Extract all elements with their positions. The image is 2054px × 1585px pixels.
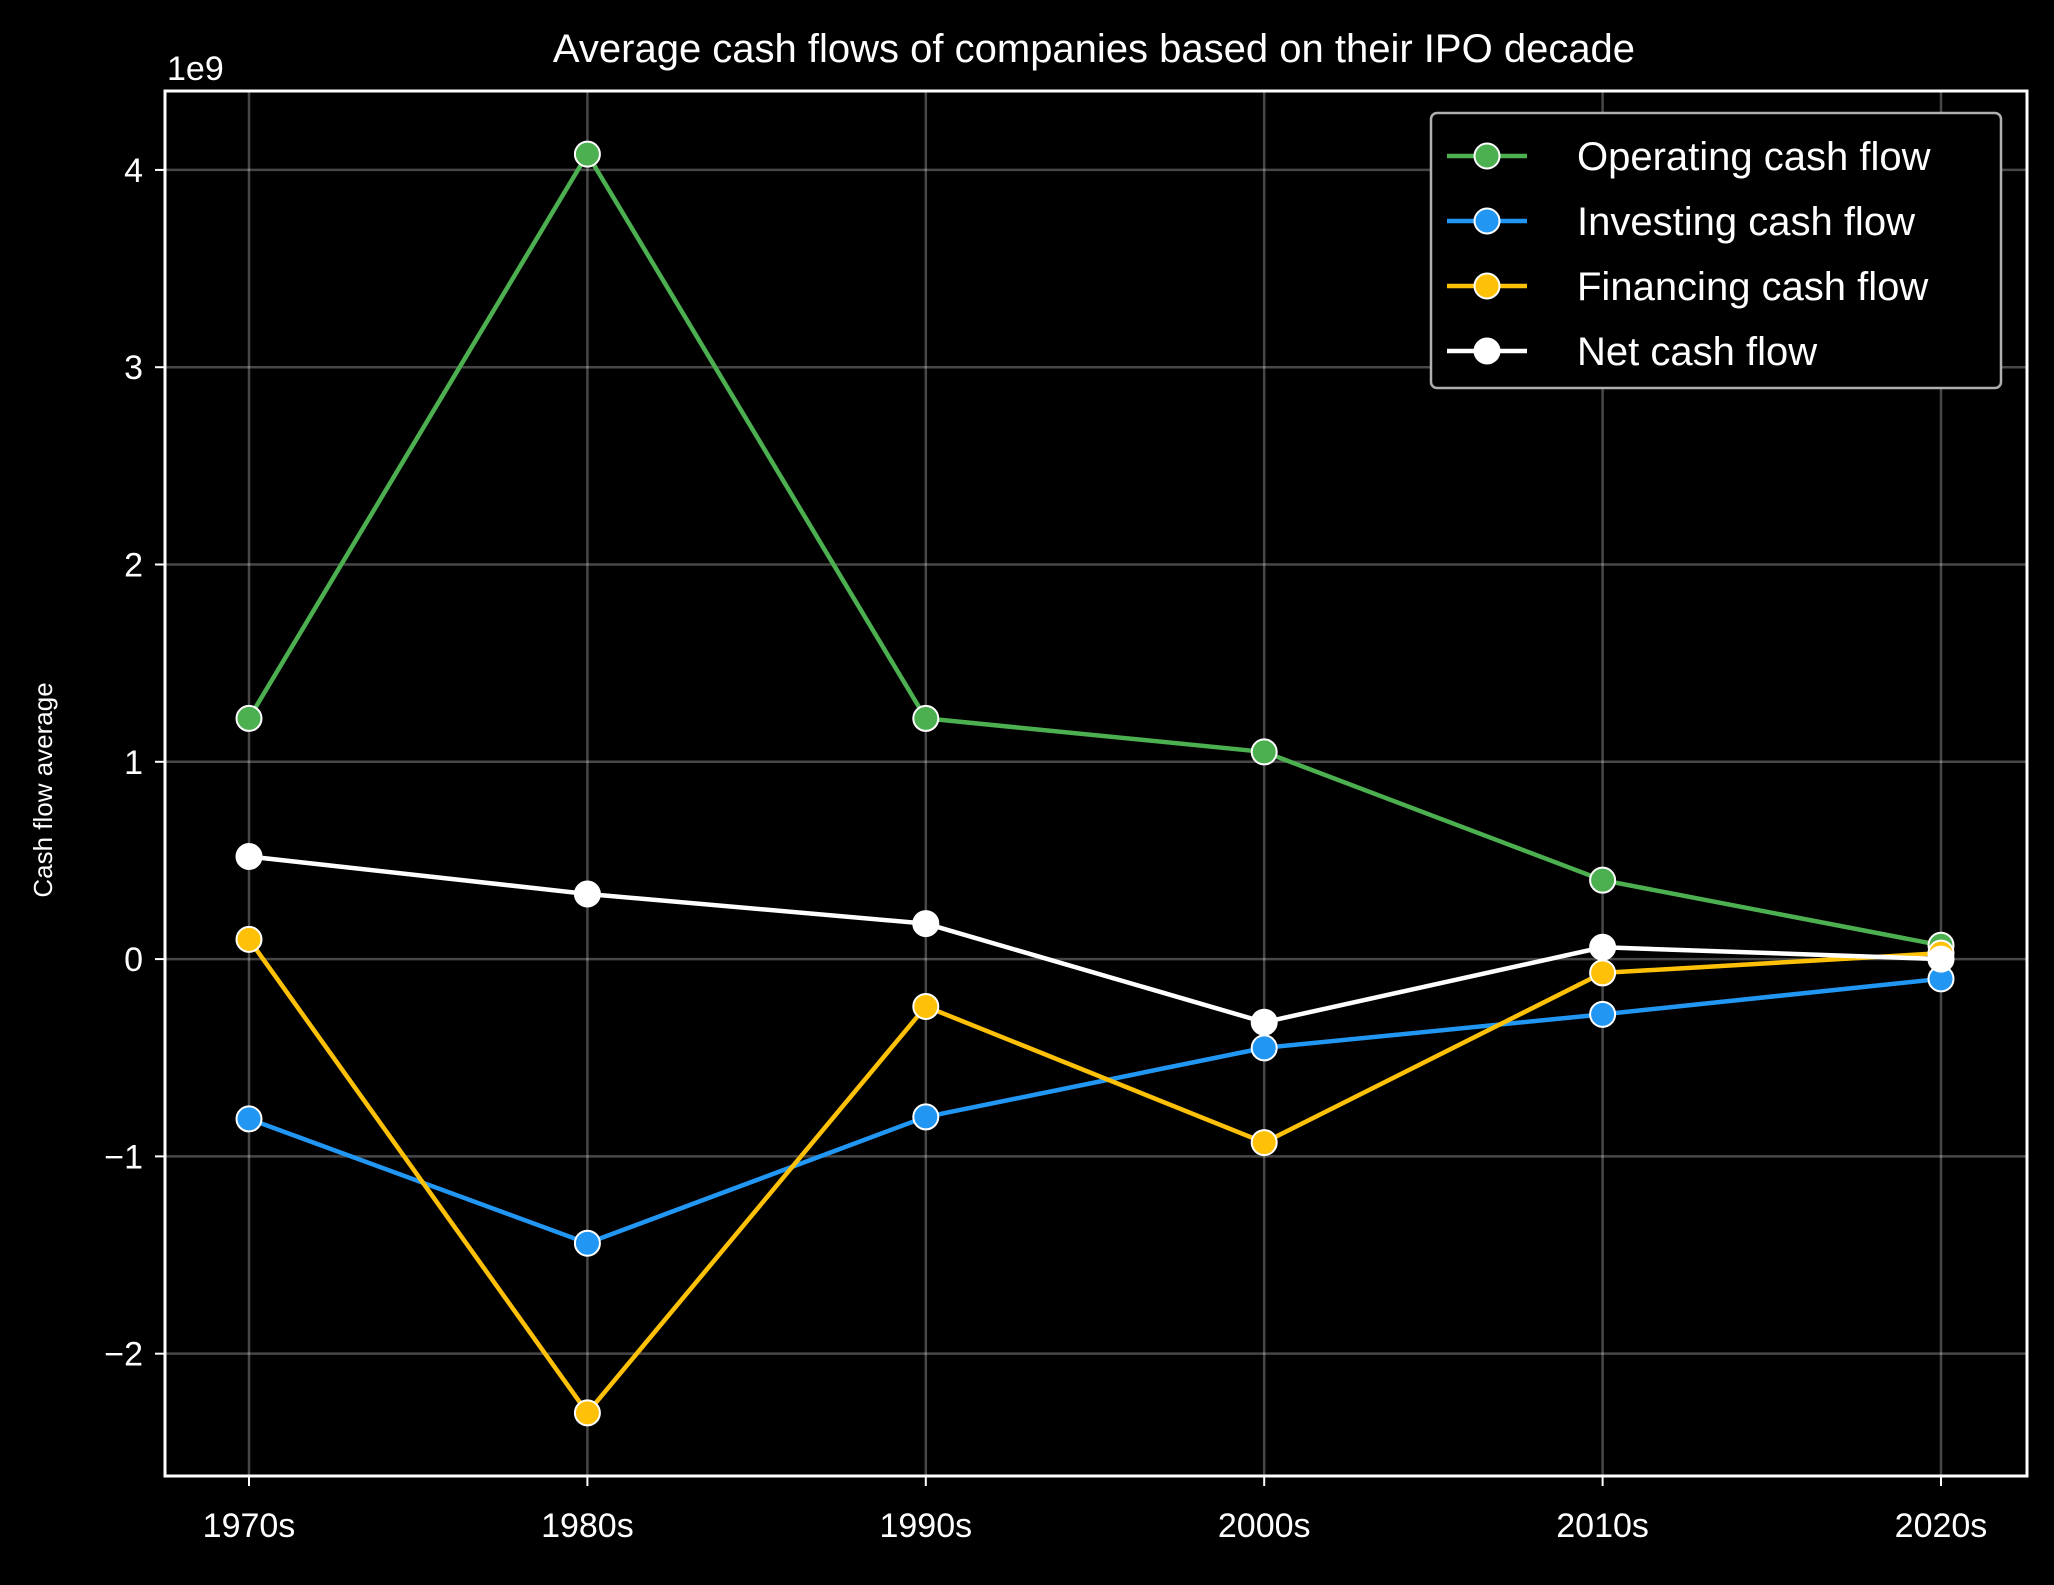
x-tick-label: 1970s — [203, 1507, 296, 1545]
data-point — [1927, 945, 1955, 973]
data-point — [1589, 959, 1617, 987]
data-point — [573, 1399, 601, 1427]
data-point — [1250, 1034, 1278, 1062]
legend-swatch-marker — [1473, 337, 1501, 365]
x-tick-label: 1980s — [541, 1507, 634, 1545]
series-line — [247, 938, 1942, 1416]
series-line — [247, 151, 1942, 948]
y-tick-label: −1 — [104, 1138, 143, 1176]
data-point — [235, 1105, 263, 1133]
data-point — [1250, 738, 1278, 766]
data-point — [1589, 866, 1617, 894]
y-tick-label: 1 — [124, 744, 143, 782]
data-point — [573, 880, 601, 908]
y-offset-label: 1e9 — [167, 50, 224, 88]
plot-frame — [163, 89, 2029, 1478]
legend: Operating cash flow Investing cash flow Fi… — [1429, 111, 2003, 390]
axis-ticks: 1970s 1980s 1990s 2000s 2010s 2020s −2 −1 0 1 2 3 4 — [104, 152, 1987, 1545]
x-tick-label: 2010s — [1556, 1507, 1649, 1545]
data-point — [1589, 933, 1617, 961]
legend-swatch-marker — [1473, 272, 1501, 300]
x-tick-label: 2020s — [1895, 1507, 1988, 1545]
data-point — [912, 704, 940, 732]
y-tick-label: 3 — [124, 349, 143, 387]
legend-entry: Investing cash flow — [1447, 200, 1915, 244]
x-tick-label: 2000s — [1218, 1507, 1311, 1545]
data-point — [1250, 1008, 1278, 1036]
legend-box — [1429, 111, 2003, 390]
y-tick-label: 4 — [124, 152, 143, 190]
chart-title: Average cash flows of companies based on… — [553, 27, 1635, 71]
series-lines — [235, 140, 1955, 1427]
data-point — [235, 704, 263, 732]
series-net-cash-flow — [235, 842, 1955, 1036]
legend-swatch-marker — [1473, 142, 1501, 170]
series-operating-cash-flow — [235, 140, 1955, 959]
legend-label: Net cash flow — [1577, 330, 1817, 374]
y-axis-label: Cash flow average — [28, 682, 58, 897]
legend-entry: Net cash flow — [1447, 330, 1817, 374]
data-point — [912, 910, 940, 938]
grid — [165, 91, 2027, 1476]
series-investing-cash-flow — [235, 965, 1955, 1257]
y-tick-label: −2 — [104, 1336, 143, 1374]
legend-entry: Financing cash flow — [1447, 265, 1928, 309]
legend-label: Financing cash flow — [1577, 265, 1928, 309]
legend-entry: Operating cash flow — [1447, 135, 1931, 179]
data-point — [573, 140, 601, 168]
data-point — [235, 842, 263, 870]
data-point — [912, 992, 940, 1020]
series-line — [248, 976, 1942, 1246]
data-point — [912, 1103, 940, 1131]
data-point — [235, 925, 263, 953]
y-tick-label: 0 — [124, 941, 143, 979]
x-tick-label: 1990s — [879, 1507, 972, 1545]
legend-label: Investing cash flow — [1577, 200, 1915, 244]
legend-label: Operating cash flow — [1577, 135, 1931, 179]
data-point — [573, 1229, 601, 1257]
series-line — [248, 854, 1942, 1025]
legend-swatch-marker — [1473, 207, 1501, 235]
y-tick-label: 2 — [124, 547, 143, 585]
data-point — [1250, 1129, 1278, 1157]
data-point — [1589, 1000, 1617, 1028]
